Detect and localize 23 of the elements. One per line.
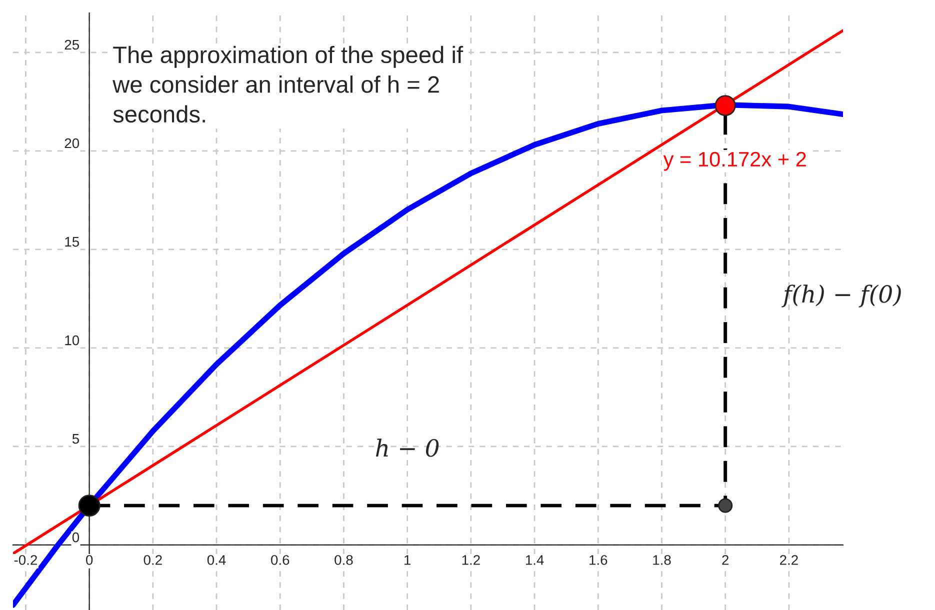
x-tick-label: 0.6	[271, 555, 290, 565]
x-tick-label: 0.4	[207, 555, 226, 565]
x-tick-label: 1.8	[653, 555, 671, 565]
y-tick-label: 15	[65, 237, 80, 247]
y-tick-label: 25	[64, 40, 80, 50]
x-tick-label: 0.8	[334, 555, 353, 565]
x-tick-label: 2.2	[780, 555, 798, 565]
y-tick-label: 0	[72, 532, 80, 542]
x-tick-label: -0.2	[14, 555, 37, 565]
x-tick-label: 1	[404, 555, 411, 565]
x-tick-label: 1.6	[590, 555, 608, 565]
annotation: f(h) − f(0)	[782, 284, 901, 308]
y-tick-label: 10	[65, 335, 80, 346]
x-tick-label: 2	[722, 555, 728, 565]
annotation: The approximation of the speed if we consider an interval of h = 2 seconds.	[112, 46, 464, 123]
series-label: y = 10.172x + 2	[663, 152, 806, 171]
x-tick-label: 1.2	[462, 555, 480, 565]
x-tick-label: 0	[86, 555, 93, 565]
annotation: h − 0	[376, 438, 439, 457]
x-tick-label: 0.2	[144, 555, 162, 565]
x-tick-label: 1.4	[526, 555, 544, 565]
y-tick-label: 20	[64, 138, 80, 148]
y-tick-label: 5	[72, 434, 80, 444]
